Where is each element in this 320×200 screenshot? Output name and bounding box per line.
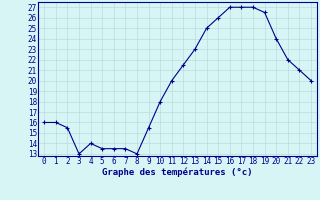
X-axis label: Graphe des températures (°c): Graphe des températures (°c) <box>102 168 253 177</box>
